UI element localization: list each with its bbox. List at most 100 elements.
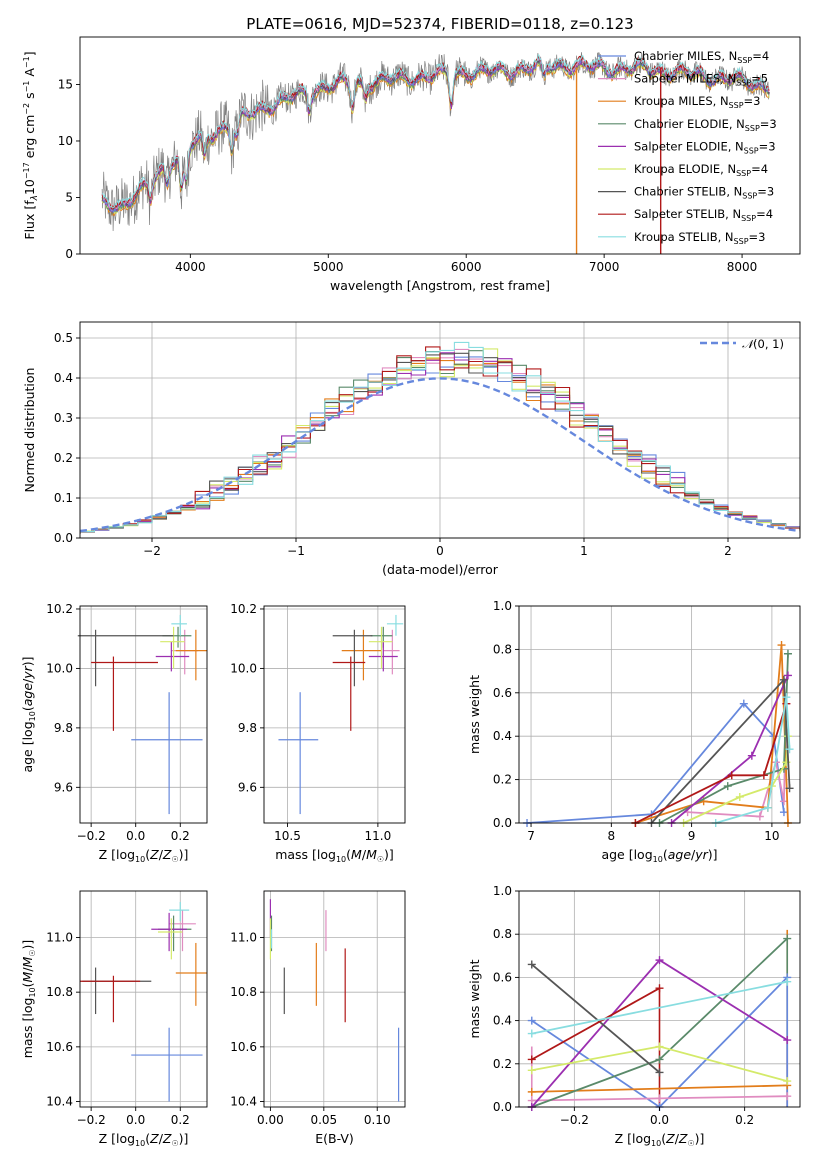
y-tick-label: 0.4 (54, 371, 73, 385)
weight-marker (783, 1092, 792, 1101)
x-tick-label: 7000 (589, 260, 620, 274)
y-tick-label: 9.8 (54, 721, 73, 735)
y-tick-label: 0 (65, 247, 73, 261)
weight-marker (527, 1066, 536, 1075)
x-tick-label: 4000 (175, 260, 206, 274)
y-tick-label: 10.4 (230, 1095, 257, 1109)
legend-label: Chabrier STELIB, NSSP=3 (634, 185, 774, 201)
x-tick-label: 10 (764, 829, 779, 843)
panel-spectrum: 4000 5000 6000 7000 8000 0 5 10 15 wavelength [An… (22, 36, 801, 293)
weight-marker (527, 1029, 536, 1038)
y-tick-label: 1.0 (493, 884, 512, 898)
panel-mass-vs-Z: −0.2 0.0 0.2 10.4 10.6 10.8 11.0 Z [log10(Z/Z☉)… (20, 890, 208, 1148)
x-tick-label: 10.5 (274, 829, 301, 843)
x-tick-label: 9 (688, 829, 696, 843)
panel-age-vs-Z: −0.2 0.0 0.2 9.6 9.8 10.0 10.2 Z [log10(Z/Z☉)] a… (20, 602, 208, 864)
y-tick-label: 10.0 (46, 661, 73, 675)
x-tick-label: 5000 (313, 260, 344, 274)
weight-marker (723, 782, 732, 791)
weight-marker (755, 812, 764, 821)
weight-marker (783, 1077, 792, 1086)
axes-frame (79, 36, 801, 255)
weight-marker (763, 803, 772, 812)
legend-label: Kroupa ELODIE, NSSP=4 (634, 162, 768, 178)
x-tick-label: 0.0 (126, 829, 145, 843)
weight-marker (785, 784, 794, 793)
figure-title: PLATE=0616, MJD=52374, FIBERID=0118, z=0… (246, 15, 633, 33)
x-tick-label: 1 (580, 544, 588, 558)
y-tick-label: 10.8 (46, 985, 73, 999)
x-tick-label: −0.2 (77, 1113, 106, 1127)
y-tick-label: 10.8 (230, 985, 257, 999)
weight-line-6 (531, 963, 661, 1074)
x-tick-label: 0.00 (257, 1113, 284, 1127)
x-tick-label: 0.2 (171, 829, 190, 843)
panel-age-vs-mass: 10.5 11.0 9.6 9.8 10.0 10.2 mass [log10(M/M☉)] (230, 602, 406, 864)
weight-line-7 (531, 987, 660, 1061)
weight-line-8 (715, 696, 791, 824)
y-tick-label: 0.2 (54, 451, 73, 465)
weight-line-8 (531, 980, 788, 1035)
y-tick-label: 0.0 (493, 1100, 512, 1114)
x-tick-label: 0.2 (735, 1113, 754, 1127)
y-tick-label: 0.6 (493, 686, 512, 700)
x-axis-label: Z [log10(Z/Z☉)] (615, 1131, 705, 1148)
y-tick-label: 10.0 (230, 661, 257, 675)
weight-marker (783, 977, 792, 986)
legend-label: Salpeter ELODIE, NSSP=3 (634, 139, 776, 155)
legend-label: Salpeter STELIB, NSSP=4 (634, 207, 773, 223)
weight-marker (655, 1068, 664, 1077)
axes-frame (263, 890, 406, 1108)
y-tick-label: 0.8 (493, 927, 512, 941)
y-tick-label: 0.6 (493, 970, 512, 984)
weight-marker (782, 693, 791, 702)
weight-marker (527, 1016, 536, 1025)
y-tick-label: 10.6 (230, 1040, 257, 1054)
model-spectrum-8 (101, 54, 770, 209)
x-tick-label: −2 (143, 544, 161, 558)
y-tick-label: 0.1 (54, 491, 73, 505)
legend-label: Chabrier MILES, NSSP=4 (634, 49, 769, 65)
y-tick-label: 0.0 (493, 816, 512, 830)
panel-weight-vs-age: 7 8 9 10 0.0 0.2 0.4 0.6 0.8 1.0 age [log10(age/yr… (467, 599, 801, 864)
legend-label: Salpeter MILES, NSSP=5 (634, 72, 768, 88)
y-axis-label: mass [log10(M/M☉)] (20, 940, 37, 1059)
x-axis-label: age [log10(age/yr)] (601, 847, 717, 864)
histogram-plot-area (80, 341, 800, 535)
weight-marker (727, 771, 736, 780)
y-tick-label: 15 (58, 77, 73, 91)
weight-marker (655, 984, 664, 993)
residual-histogram-8 (80, 341, 800, 534)
weight-marker (655, 1055, 664, 1064)
weight-marker (783, 1036, 792, 1045)
x-axis-label: Z [log10(Z/Z☉)] (99, 1131, 189, 1148)
weight-marker (779, 808, 788, 817)
x-tick-label: 2 (724, 544, 732, 558)
residual-histogram-7 (80, 346, 800, 535)
weight-marker (527, 960, 536, 969)
legend-label: Kroupa MILES, NSSP=3 (634, 94, 760, 110)
weight-line-7 (635, 703, 788, 824)
weight-marker (739, 699, 748, 708)
x-tick-label: 8 (608, 829, 616, 843)
y-tick-label: 0.2 (493, 1057, 512, 1071)
weight-marker (759, 771, 768, 780)
y-tick-label: 0.4 (493, 1014, 512, 1028)
panel-weight-vs-Z: −0.2 0.0 0.2 0.0 0.2 0.4 0.6 0.8 1.0 Z [log10(Z/Z… (467, 884, 801, 1148)
y-tick-label: 9.8 (238, 721, 257, 735)
x-tick-label: −1 (287, 544, 305, 558)
axes-frame (79, 605, 208, 824)
model-spectrum-3 (101, 59, 770, 215)
weight-marker (783, 934, 792, 943)
y-tick-label: 10 (58, 134, 73, 148)
x-tick-label: 0.0 (650, 1113, 669, 1127)
y-axis-label: mass weight (467, 959, 482, 1038)
weight-marker (655, 1042, 664, 1051)
y-axis-label: Normed distribution (22, 368, 37, 493)
x-axis-label: wavelength [Angstrom, rest frame] (330, 278, 550, 293)
x-tick-label: 0.2 (171, 1113, 190, 1127)
y-axis-label: mass weight (467, 675, 482, 754)
weight-marker (747, 751, 756, 760)
weight-marker (785, 745, 794, 754)
